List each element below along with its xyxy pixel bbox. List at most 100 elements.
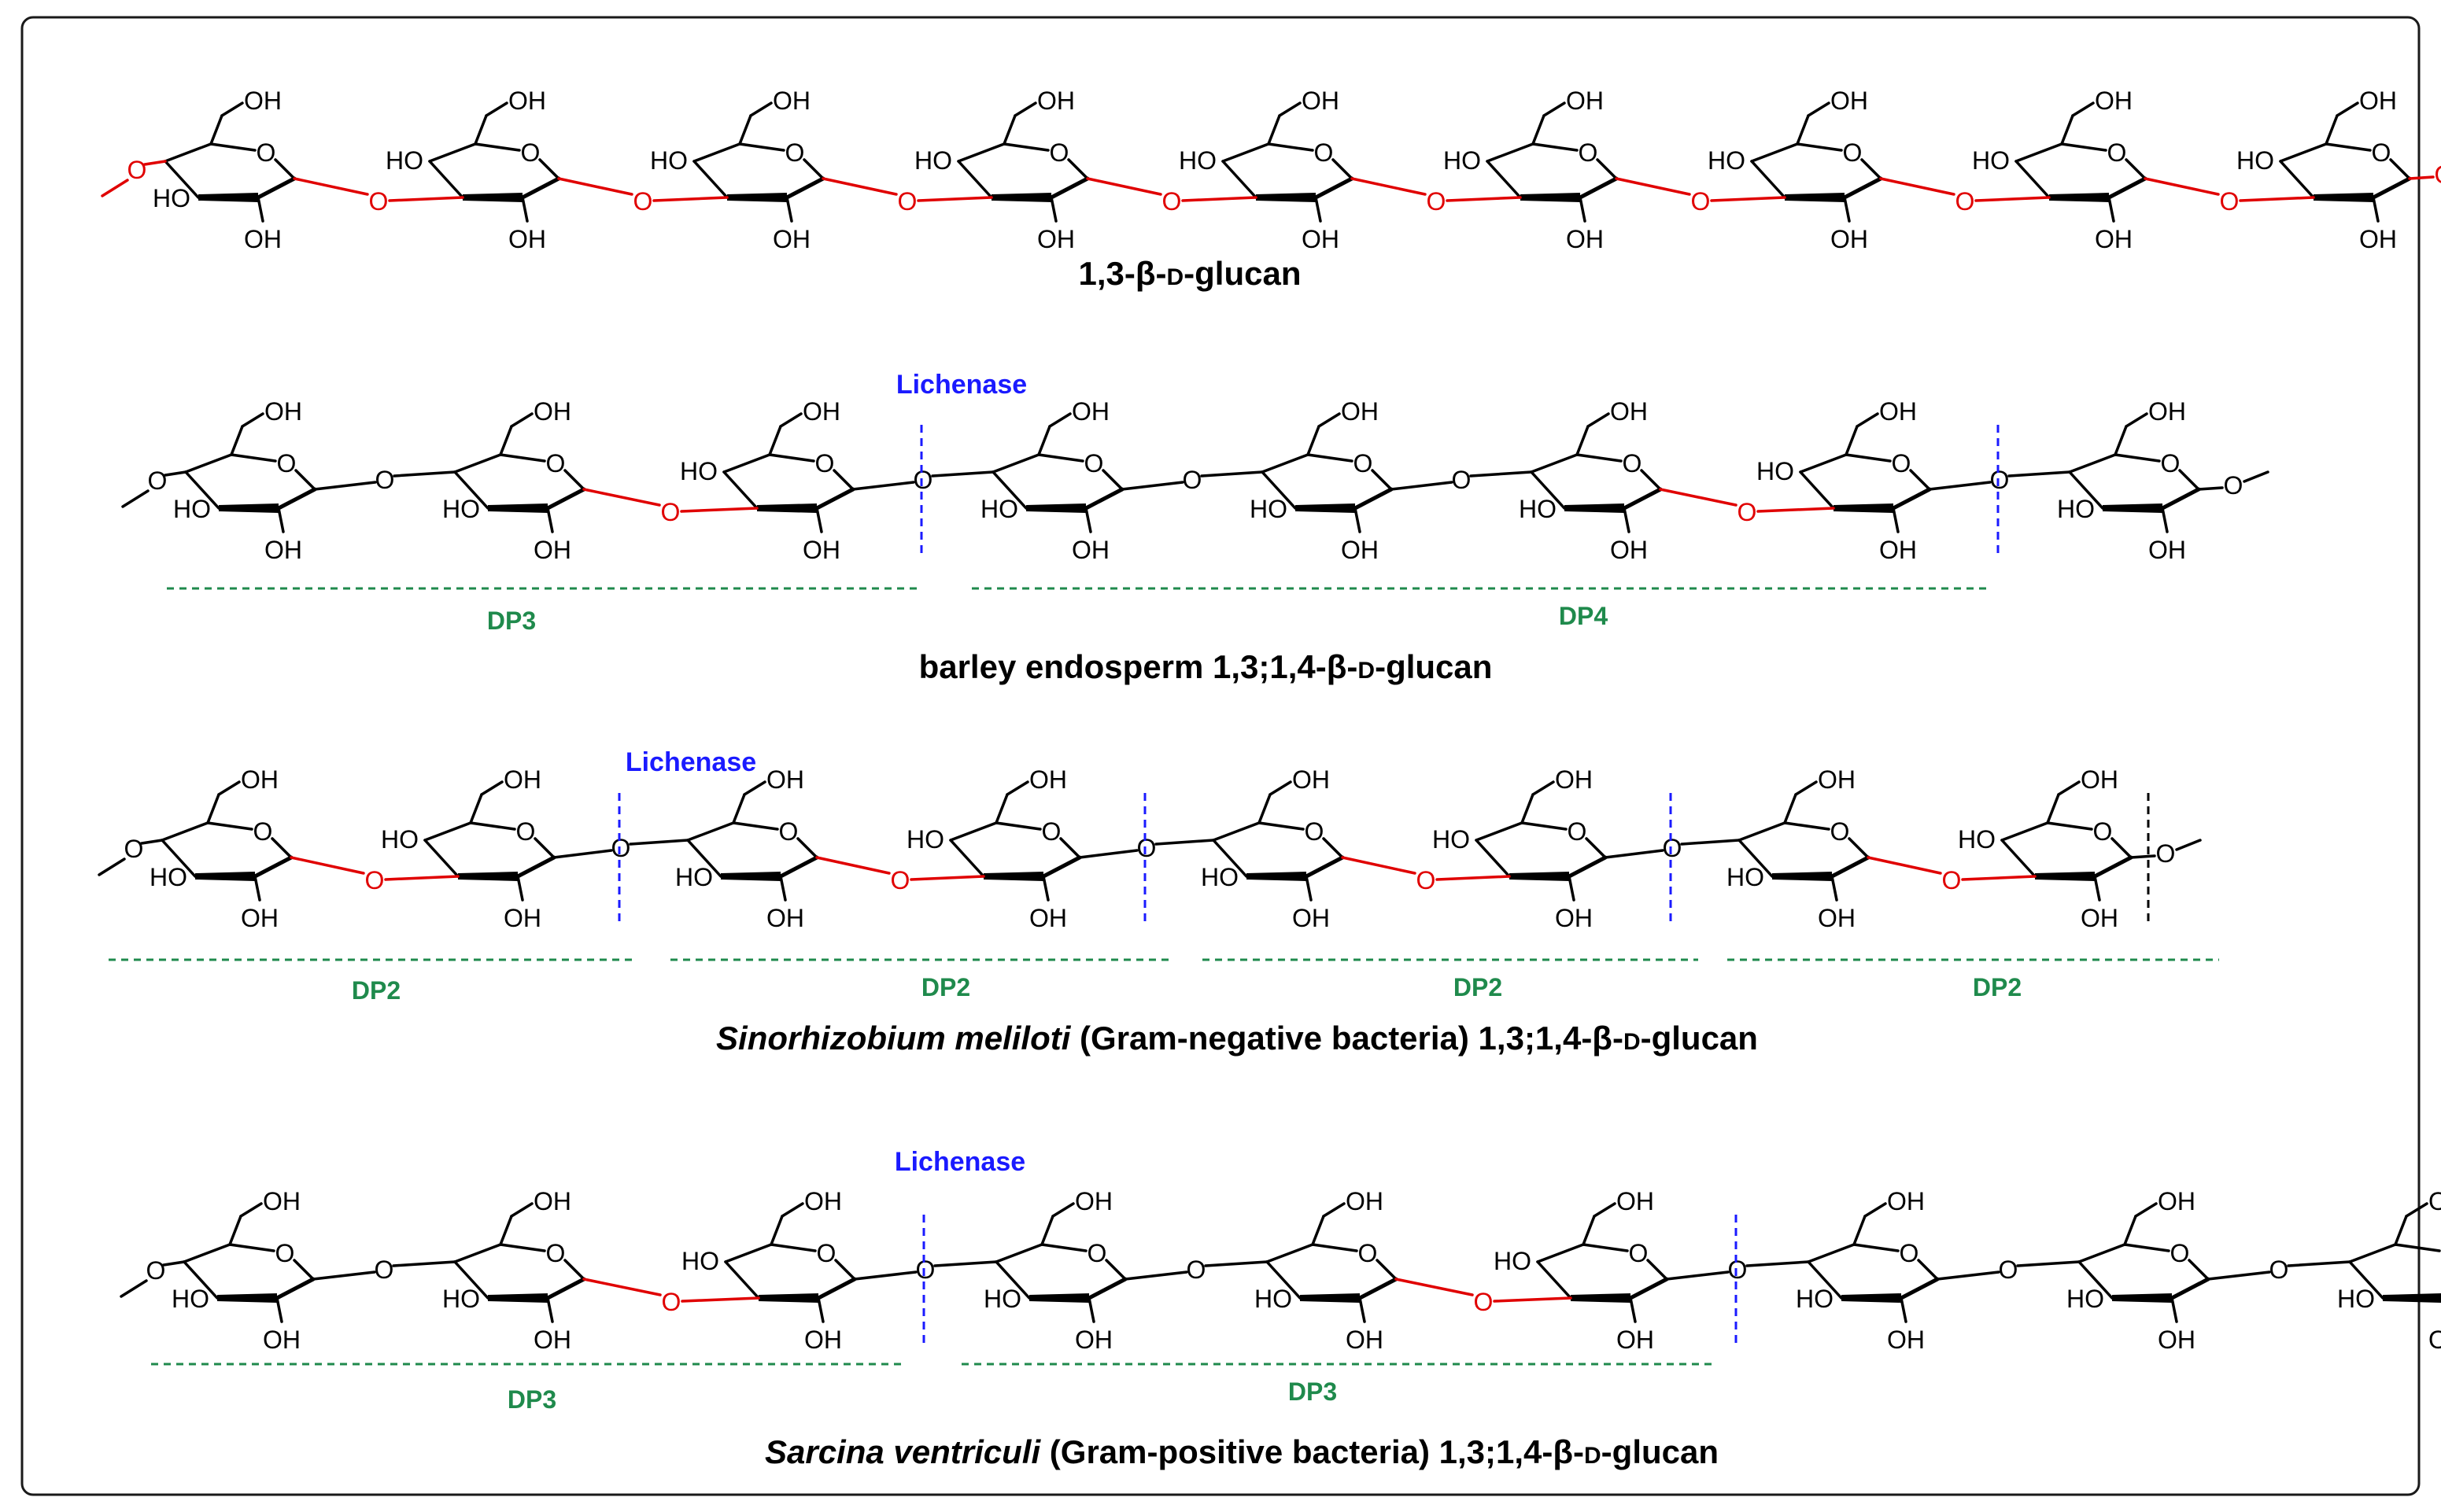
glycosidic-bond-1-3 xyxy=(1710,196,1786,202)
ring-bond xyxy=(1796,142,1843,152)
c6-bond xyxy=(1048,412,1072,428)
glucose-ring: O OH OH xyxy=(949,765,1082,932)
c4-hydroxyl: HO xyxy=(1179,146,1217,175)
c4-hydroxyl: HO xyxy=(1494,1247,1531,1275)
c2-bond xyxy=(253,875,261,902)
c6-bond xyxy=(1531,780,1555,796)
c6-bond xyxy=(510,412,534,428)
c2-hydroxyl: OH xyxy=(2158,1326,2195,1354)
ring-bond xyxy=(1891,487,1932,511)
terminal-bond xyxy=(162,1260,186,1267)
c6-bond xyxy=(469,793,483,824)
glycosidic-bond-1-3 xyxy=(1961,875,2037,881)
c6-hydroxyl: OH xyxy=(1830,87,1868,115)
ring-bond xyxy=(995,821,1042,831)
ring-bond xyxy=(1261,470,1297,510)
c2-bond xyxy=(1830,875,1838,902)
c3-hydroxyl: HO xyxy=(1726,863,1764,891)
c6-hydroxyl: OH xyxy=(1879,397,1917,426)
ring-bond xyxy=(1848,837,1870,859)
ring-bond xyxy=(1845,453,1892,463)
c2-hydroxyl: OH xyxy=(1037,225,1075,253)
ring-oxygen: O xyxy=(253,817,273,846)
ring-bond xyxy=(692,160,729,199)
ring-bond xyxy=(724,1243,773,1263)
ring-bond xyxy=(2371,176,2412,200)
c6-bond xyxy=(206,793,220,824)
ring-bond xyxy=(1530,470,1566,510)
ring-bond xyxy=(1267,142,1314,152)
c6-hydroxyl: OH xyxy=(1887,1187,1925,1215)
ring-bond xyxy=(1059,837,1081,859)
c6-hydroxyl: OH xyxy=(508,87,546,115)
glycosidic-oxygen: O xyxy=(1474,1288,1494,1316)
ring-bond xyxy=(1265,1243,1314,1263)
ring-bond xyxy=(722,453,771,474)
c6-bond xyxy=(1807,101,1830,117)
glycosidic-bond-1-3 xyxy=(1341,856,1416,875)
c2-hydroxyl: OH xyxy=(1346,1326,1383,1354)
c2-bond xyxy=(1084,507,1092,533)
glycosidic-bond-1-4 xyxy=(853,1270,918,1281)
ring-bond xyxy=(816,1277,857,1300)
c4-hydroxyl: HO xyxy=(1432,825,1470,854)
ring-front-edge xyxy=(1029,1293,1089,1303)
glycosidic-oxygen: O xyxy=(375,1256,394,1284)
c3-hydroxyl: HO xyxy=(980,495,1018,523)
c6-hydroxyl: OH xyxy=(2095,87,2133,115)
glycosidic-bond-1-3 xyxy=(1086,177,1162,196)
ring-bond xyxy=(499,453,546,463)
c2-hydroxyl: OH xyxy=(504,904,541,932)
c3-hydroxyl: HO xyxy=(442,1285,480,1313)
ring-bond xyxy=(271,837,293,859)
ring-bond xyxy=(1899,1277,1940,1300)
ring-bond xyxy=(453,453,502,474)
glycosidic-oxygen: O xyxy=(661,498,681,526)
c6-hydroxyl: OH xyxy=(1037,87,1075,115)
c2-bond xyxy=(546,1296,554,1323)
terminal-methyl xyxy=(2175,839,2202,851)
c2-bond xyxy=(257,196,264,223)
ring-front-edge xyxy=(2383,1293,2441,1303)
glucose-ring: O OH OH xyxy=(2068,397,2201,564)
ring-bond xyxy=(2348,1260,2384,1300)
caption-row4: Sarcina ventriculi (Gram-positive bacter… xyxy=(765,1433,1719,1470)
c2-bond xyxy=(815,507,823,533)
c6-bond xyxy=(1856,412,1879,428)
glycosidic-bond-1-4 xyxy=(1680,839,1741,846)
c6-hydroxyl: OH xyxy=(773,87,811,115)
c6-bond xyxy=(1257,793,1272,824)
ring-bond xyxy=(957,142,1006,163)
glucose-ring: O OH OH xyxy=(692,87,825,253)
c4-hydroxyl: HO xyxy=(907,825,944,854)
ring-bond xyxy=(1807,1243,1856,1263)
ring-bond xyxy=(2170,1277,2210,1300)
ring-front-edge xyxy=(1564,503,1624,513)
ring-bond xyxy=(2046,821,2093,831)
ring-bond xyxy=(834,1259,856,1281)
c2-hydroxyl: OH xyxy=(766,904,804,932)
c6-bond xyxy=(770,1215,784,1246)
ring-bond xyxy=(276,487,317,511)
ring-bond xyxy=(2014,160,2051,199)
c6-hydroxyl: OH xyxy=(1072,397,1110,426)
ring-bond xyxy=(2107,176,2147,200)
c2-bond xyxy=(1843,196,1851,223)
glycosidic-oxygen: O xyxy=(1187,1256,1206,1284)
c2-hydroxyl: OH xyxy=(244,225,282,253)
terminal-oxygen: O xyxy=(124,835,144,863)
c2-hydroxyl: OH xyxy=(2095,225,2133,253)
ring-bond xyxy=(1265,1260,1302,1300)
ring-bond xyxy=(814,487,855,511)
glycosidic-oxygen: O xyxy=(914,466,933,494)
c2-bond xyxy=(1088,1296,1095,1323)
ring-bond xyxy=(1357,1277,1398,1300)
glycosidic-bond-1-3 xyxy=(384,875,460,881)
c6-hydroxyl: OH xyxy=(1566,87,1604,115)
glycosidic-bond-1-4 xyxy=(552,849,613,859)
ring-bond xyxy=(1003,142,1050,152)
glucose-ring: O OH OH xyxy=(161,765,294,932)
c4-hydroxyl: HO xyxy=(386,146,423,175)
dp-label-row2-1: DP3 xyxy=(487,607,536,635)
